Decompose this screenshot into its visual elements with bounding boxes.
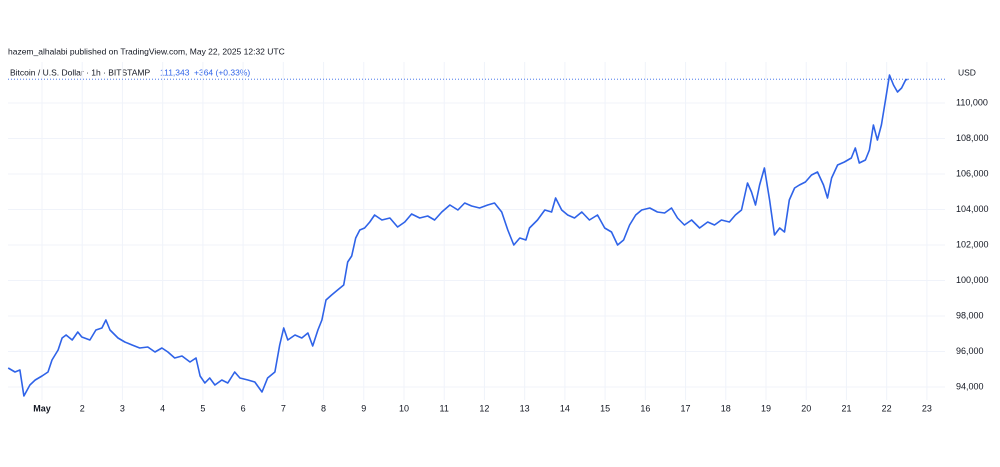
symbol: Bitcoin / U.S. Dollar · 1h · BITSTAMP — [10, 67, 150, 77]
x-tick-label: 10 — [399, 403, 409, 413]
x-tick-label: 9 — [361, 403, 366, 413]
y-tick-label: 104,000 — [956, 204, 989, 214]
x-tick-label: 7 — [281, 403, 286, 413]
y-tick-label: 100,000 — [956, 275, 989, 285]
x-tick-label: 14 — [560, 403, 570, 413]
x-tick-label: 11 — [440, 403, 449, 413]
x-tick-label: 12 — [479, 403, 489, 413]
axis-unit: USD — [958, 67, 976, 77]
x-tick-label: 18 — [721, 403, 731, 413]
y-tick-label: 94,000 — [956, 381, 984, 391]
x-tick-label: 17 — [681, 403, 691, 413]
x-tick-label: May — [33, 403, 51, 413]
x-tick-label: 2 — [80, 403, 85, 413]
x-tick-label: 16 — [640, 403, 650, 413]
y-tick-label: 110,000 — [956, 97, 988, 107]
y-tick-label: 98,000 — [956, 310, 984, 320]
y-tick-label: 108,000 — [956, 133, 989, 143]
x-tick-label: 22 — [882, 403, 892, 413]
x-tick-label: 5 — [200, 403, 205, 413]
last-price: 111,343 — [160, 67, 190, 77]
x-tick-label: 19 — [761, 403, 771, 413]
y-tick-label: 102,000 — [956, 239, 989, 249]
x-tick-label: 8 — [321, 403, 326, 413]
x-tick-label: 6 — [241, 403, 246, 413]
x-tick-label: 15 — [600, 403, 610, 413]
x-tick-label: 4 — [160, 403, 165, 413]
x-tick-label: 23 — [922, 403, 932, 413]
x-tick-label: 20 — [801, 403, 811, 413]
x-tick-label: 13 — [520, 403, 530, 413]
y-tick-label: 96,000 — [956, 346, 984, 356]
y-tick-label: 106,000 — [956, 168, 989, 178]
x-tick-label: 21 — [841, 403, 851, 413]
price-line — [7, 74, 908, 397]
price-change: +364 (+0.33%) — [194, 67, 250, 77]
x-tick-label: 3 — [120, 403, 125, 413]
publisher: hazem_alhalabi published on TradingView.… — [8, 46, 285, 56]
